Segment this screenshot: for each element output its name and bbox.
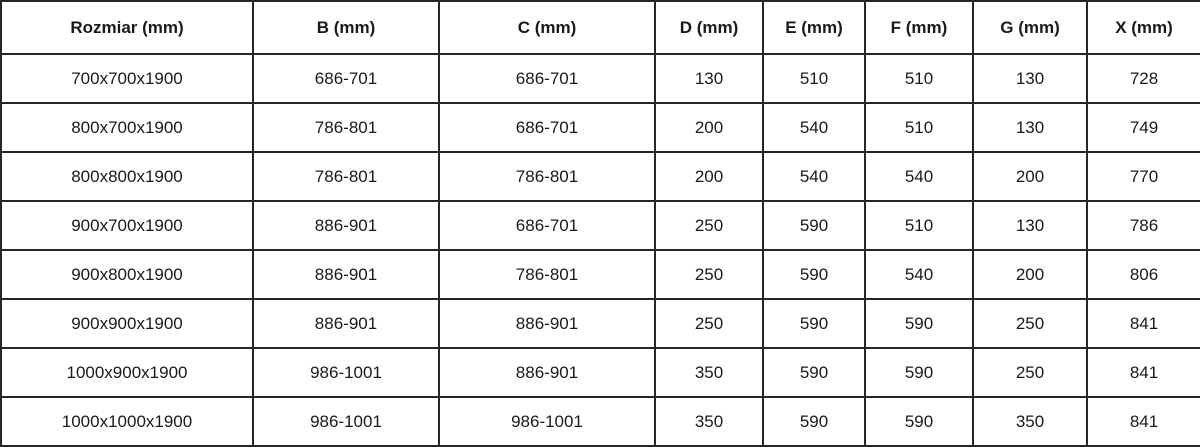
table-cell: 900x700x1900: [0, 200, 254, 251]
table-cell: 786-801: [252, 102, 440, 153]
table-cell: 886-901: [438, 347, 656, 398]
table-cell: 749: [1086, 102, 1200, 153]
table-cell: 800x700x1900: [0, 102, 254, 153]
table-cell: 250: [654, 249, 764, 300]
table-row: 900x800x1900 886-901 786-801 250 590 540 200 80…: [0, 249, 1200, 300]
table-cell: 350: [654, 396, 764, 447]
table-header: Rozmiar (mm) B (mm) C (mm) D (mm) E (mm) F (m…: [0, 0, 1200, 55]
table-cell: 786-801: [438, 249, 656, 300]
table-row: 900x700x1900 886-901 686-701 250 590 510 130 78…: [0, 200, 1200, 251]
table-cell: 700x700x1900: [0, 53, 254, 104]
table-cell: 590: [762, 396, 866, 447]
column-header: G (mm): [972, 0, 1088, 55]
table-cell: 200: [972, 151, 1088, 202]
table-cell: 686-701: [252, 53, 440, 104]
table-cell: 986-1001: [438, 396, 656, 447]
table-cell: 686-701: [438, 53, 656, 104]
column-header: B (mm): [252, 0, 440, 55]
table-row: 1000x900x1900 986-1001 886-901 350 590 590 250…: [0, 347, 1200, 398]
table-cell: 900x900x1900: [0, 298, 254, 349]
header-row: Rozmiar (mm) B (mm) C (mm) D (mm) E (mm) F (m…: [0, 0, 1200, 55]
table-cell: 540: [864, 249, 974, 300]
table-row: 800x700x1900 786-801 686-701 200 540 510 130 74…: [0, 102, 1200, 153]
table-cell: 540: [762, 102, 866, 153]
table-cell: 510: [864, 53, 974, 104]
table-cell: 200: [654, 102, 764, 153]
column-header: E (mm): [762, 0, 866, 55]
table-cell: 886-901: [252, 298, 440, 349]
table-cell: 250: [654, 200, 764, 251]
table-cell: 686-701: [438, 200, 656, 251]
table-cell: 590: [762, 347, 866, 398]
table-cell: 130: [972, 200, 1088, 251]
table-cell: 800x800x1900: [0, 151, 254, 202]
table-cell: 886-901: [438, 298, 656, 349]
table-row: 800x800x1900 786-801 786-801 200 540 540 200 77…: [0, 151, 1200, 202]
table-cell: 200: [972, 249, 1088, 300]
table-cell: 886-901: [252, 200, 440, 251]
table-cell: 510: [864, 102, 974, 153]
table-cell: 590: [762, 298, 866, 349]
table-cell: 728: [1086, 53, 1200, 104]
column-header: F (mm): [864, 0, 974, 55]
table-cell: 770: [1086, 151, 1200, 202]
table-cell: 1000x1000x1900: [0, 396, 254, 447]
table-row: 700x700x1900 686-701 686-701 130 510 510 130 72…: [0, 53, 1200, 104]
table-cell: 806: [1086, 249, 1200, 300]
table-cell: 1000x900x1900: [0, 347, 254, 398]
column-header: Rozmiar (mm): [0, 0, 254, 55]
table-cell: 841: [1086, 298, 1200, 349]
table-cell: 130: [972, 102, 1088, 153]
column-header: X (mm): [1086, 0, 1200, 55]
table-cell: 786-801: [438, 151, 656, 202]
table-row: 1000x1000x1900 986-1001 986-1001 350 590 590 3…: [0, 396, 1200, 447]
table-cell: 350: [654, 347, 764, 398]
table-cell: 986-1001: [252, 347, 440, 398]
column-header: D (mm): [654, 0, 764, 55]
table-cell: 886-901: [252, 249, 440, 300]
table-cell: 350: [972, 396, 1088, 447]
table-row: 900x900x1900 886-901 886-901 250 590 590 250 84…: [0, 298, 1200, 349]
table-cell: 900x800x1900: [0, 249, 254, 300]
table-cell: 786-801: [252, 151, 440, 202]
table-cell: 130: [654, 53, 764, 104]
column-header: C (mm): [438, 0, 656, 55]
table-cell: 986-1001: [252, 396, 440, 447]
table-cell: 250: [972, 298, 1088, 349]
table-cell: 841: [1086, 396, 1200, 447]
table-cell: 590: [762, 200, 866, 251]
table-cell: 590: [864, 396, 974, 447]
table-body: 700x700x1900 686-701 686-701 130 510 510 130 72…: [0, 53, 1200, 447]
table-cell: 590: [762, 249, 866, 300]
table-cell: 540: [762, 151, 866, 202]
table-cell: 200: [654, 151, 764, 202]
table-cell: 510: [762, 53, 866, 104]
table-cell: 590: [864, 298, 974, 349]
table-cell: 130: [972, 53, 1088, 104]
table-cell: 590: [864, 347, 974, 398]
table-cell: 686-701: [438, 102, 656, 153]
table-cell: 510: [864, 200, 974, 251]
table-cell: 841: [1086, 347, 1200, 398]
table-cell: 250: [654, 298, 764, 349]
table-cell: 786: [1086, 200, 1200, 251]
table-cell: 250: [972, 347, 1088, 398]
table-cell: 540: [864, 151, 974, 202]
